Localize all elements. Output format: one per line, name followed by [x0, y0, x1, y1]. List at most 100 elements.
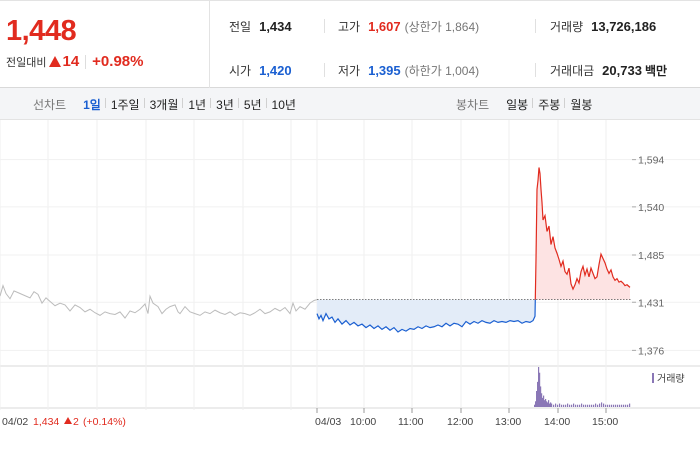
low-cell: 저가 1,395 (하한가 1,004) [338, 62, 479, 79]
x-tick-label: 11:00 [398, 416, 424, 428]
candle-weekly[interactable]: 주봉 [532, 96, 565, 113]
volume-bar [555, 403, 557, 407]
candle-chart-label: 봉차트 [456, 97, 490, 112]
trade-value-cell: 거래대금 20,733 백만 [550, 62, 667, 79]
x-tick-label: 15:00 [592, 416, 618, 428]
open-value: 1,420 [259, 63, 292, 78]
volume-bar [557, 404, 559, 407]
volume-legend-label: 거래량 [657, 373, 685, 385]
volume-bar [625, 404, 627, 407]
x-tick-label: 13:00 [495, 416, 521, 428]
volume-bar [575, 404, 577, 407]
line-chart-label: 선차트 [33, 97, 67, 112]
volume-bar [565, 404, 567, 407]
x-tick-label: 04/03 [315, 416, 341, 428]
divider [535, 19, 536, 33]
volume-bar [597, 404, 599, 407]
volume-bar [603, 403, 605, 407]
candle-daily[interactable]: 일봉 [506, 97, 529, 112]
prev-day-up-icon [64, 417, 72, 424]
prev-day-change: 2 [73, 416, 79, 428]
volume-bar [589, 404, 591, 407]
volume-bar [595, 403, 597, 407]
period-1w[interactable]: 1주일 [104, 96, 145, 113]
price-lines [0, 167, 631, 333]
volume-bar [577, 404, 579, 407]
candle-monthly[interactable]: 월봉 [564, 96, 597, 113]
volume-bar [546, 401, 548, 407]
volume-bar [583, 404, 585, 407]
volume-bar [591, 404, 593, 407]
chart-grid [0, 120, 700, 410]
prev-close-label: 전일 [229, 20, 252, 34]
period-1y[interactable]: 1년 [182, 96, 211, 113]
price-fill-up [535, 167, 630, 300]
volume-bar [599, 403, 601, 407]
low-value: 1,395 [368, 63, 401, 78]
period-3y[interactable]: 3년 [210, 96, 239, 113]
price-fill-down [317, 299, 536, 332]
y-tick-label: 1,376 [638, 345, 664, 357]
high-cell: 고가 1,607 (상한가 1,864) [338, 18, 479, 35]
change-value: 14 [62, 53, 80, 70]
volume-legend: 거래량 [652, 373, 685, 385]
x-axis-ticks: 04/03 10:00 11:00 12:00 13:00 14:00 15:00 [315, 408, 618, 428]
y-tick-label: 1,594 [638, 155, 664, 167]
divider [324, 19, 325, 33]
quote-panel: 1,448 전일대비 14 +0.98% 전일 1,434 고가 1,607 (… [0, 0, 700, 89]
volume-bar [567, 403, 569, 407]
volume-label: 거래량 [550, 20, 584, 34]
low-label: 저가 [338, 64, 361, 78]
volume-bar [541, 393, 543, 407]
volume-bar [534, 404, 536, 407]
price-box: 1,448 전일대비 14 +0.98% [0, 1, 210, 89]
prev-day-close: 1,434 [33, 416, 59, 428]
divider [535, 63, 536, 77]
period-3m[interactable]: 3개월 [143, 96, 184, 113]
change-separator [85, 54, 87, 69]
volume-bar [611, 404, 613, 407]
change-row: 전일대비 14 +0.98% [6, 53, 143, 70]
volume-bar [579, 404, 581, 407]
volume-bar [593, 404, 595, 407]
volume-bar [544, 400, 546, 407]
period-10y[interactable]: 10년 [265, 96, 301, 113]
volume-cell: 거래량 13,726,186 [550, 18, 656, 35]
volume-bar [548, 400, 550, 407]
volume-bar [605, 404, 607, 407]
change-percent: +0.98% [92, 53, 144, 70]
volume-bar [601, 402, 603, 407]
volume-bar [547, 402, 549, 407]
volume-bar [538, 367, 540, 407]
volume-bar [537, 381, 539, 407]
volume-bar [540, 386, 542, 407]
candle-chart-types: 봉차트 일봉 주봉 월봉 [456, 88, 597, 120]
prev-day-date: 04/02 [2, 416, 28, 428]
volume-bar [571, 404, 573, 407]
volume-value: 13,726,186 [591, 19, 657, 34]
volume-bar [539, 372, 541, 407]
volume-bar [545, 399, 547, 407]
volume-bar [607, 404, 609, 407]
intraday-chart: 1,594 1,540 1,485 1,431 1,376 04/03 10:00 11:0… [0, 120, 700, 428]
volume-bar [573, 403, 575, 407]
price-fills [317, 167, 630, 332]
volume-bar [563, 404, 565, 407]
high-label: 고가 [338, 20, 361, 34]
y-axis-ticks: 1,594 1,540 1,485 1,431 1,376 [632, 155, 664, 357]
trade-value: 20,733 [602, 63, 642, 78]
y-tick-label: 1,431 [638, 297, 664, 309]
period-1d[interactable]: 1일 [83, 97, 101, 112]
high-value: 1,607 [368, 19, 401, 34]
volume-bar [559, 403, 561, 407]
volume-legend-swatch [652, 373, 654, 383]
line-chart-periods: 선차트 1일 1주일 3개월 1년 3년 5년 10년 [33, 88, 301, 120]
period-5y[interactable]: 5년 [237, 96, 267, 113]
volume-bar [627, 404, 629, 407]
volume-bar [587, 404, 589, 407]
trade-value-unit: 백만 [644, 64, 668, 78]
open-label: 시가 [229, 64, 252, 78]
change-label: 전일대비 [6, 56, 47, 69]
volume-bar [543, 395, 545, 407]
prev-day-info: 04/02 1,434 2 (+0.14%) [2, 416, 126, 428]
